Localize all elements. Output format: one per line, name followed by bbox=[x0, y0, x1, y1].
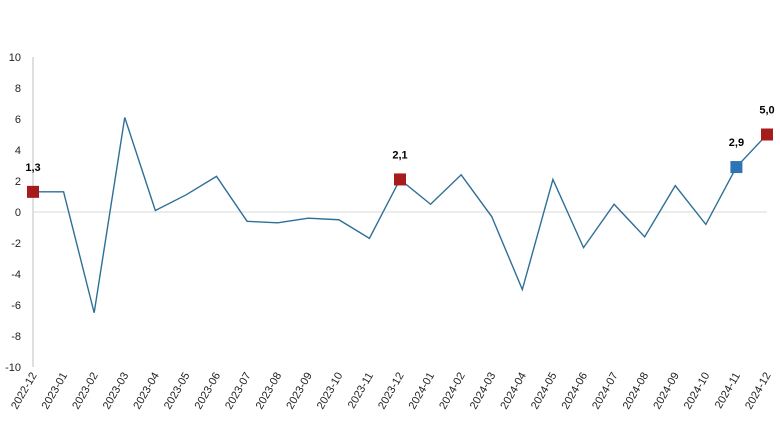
x-tick-label: 2023-07 bbox=[223, 371, 254, 412]
y-tick-label: 10 bbox=[9, 52, 21, 64]
y-tick-label: 4 bbox=[15, 145, 21, 157]
highlight-markers: 1,3 2,1 2,9 5,0 bbox=[25, 105, 775, 198]
x-tick-label: 2024-03 bbox=[468, 371, 499, 412]
x-tick-label: 2023-12 bbox=[376, 371, 407, 412]
x-tick-label: 2023-03 bbox=[101, 371, 132, 412]
x-tick-label: 2023-05 bbox=[162, 371, 193, 412]
x-tick-label: 2023-10 bbox=[315, 371, 346, 412]
y-tick-label: 6 bbox=[15, 114, 21, 126]
x-tick-label: 2024-12 bbox=[743, 371, 774, 412]
x-tick-label: 2024-02 bbox=[437, 371, 468, 412]
x-tick-label: 2023-01 bbox=[40, 371, 71, 412]
x-tick-label: 2023-11 bbox=[346, 371, 376, 411]
y-tick-label: -10 bbox=[5, 362, 21, 374]
x-tick-label: 2022-12 bbox=[9, 371, 40, 412]
highlight-marker-2024-11 bbox=[730, 161, 743, 174]
x-tick-label: 2023-04 bbox=[131, 371, 162, 412]
x-tick-label: 2024-07 bbox=[590, 371, 621, 412]
series-line bbox=[33, 117, 768, 313]
x-tick-label: 2023-02 bbox=[70, 371, 101, 412]
y-tick-label: -8 bbox=[11, 331, 21, 343]
x-tick-label: 2023-09 bbox=[284, 371, 315, 412]
x-tick-label: 2023-08 bbox=[254, 371, 285, 412]
data-label-2024-12: 5,0 bbox=[759, 105, 774, 117]
x-tick-label: 2023-06 bbox=[193, 371, 224, 412]
highlight-marker-2022-12 bbox=[27, 185, 39, 198]
x-tick-label: 2024-06 bbox=[560, 371, 591, 412]
y-tick-label: 0 bbox=[15, 207, 21, 219]
x-tick-label: 2024-05 bbox=[529, 371, 560, 412]
x-tick-label: 2024-10 bbox=[682, 371, 713, 412]
y-tick-label: -2 bbox=[11, 238, 21, 250]
data-label-2023-12: 2,1 bbox=[392, 149, 407, 161]
y-tick-label: 2 bbox=[15, 176, 21, 188]
y-tick-label: -6 bbox=[11, 300, 21, 312]
y-axis-ticks: 10 8 6 4 2 0 -2 -4 -6 -8 -10 bbox=[5, 52, 21, 374]
data-label-2022-12: 1,3 bbox=[25, 162, 40, 174]
highlight-marker-2023-12 bbox=[394, 173, 406, 186]
x-tick-label: 2024-09 bbox=[651, 371, 682, 412]
x-tick-label: 2024-01 bbox=[407, 371, 438, 412]
data-label-2024-11: 2,9 bbox=[729, 137, 744, 149]
x-axis-ticks: 2022-12 2023-01 2023-02 2023-03 2023-04 2023-… bbox=[9, 371, 774, 412]
x-tick-label: 2024-04 bbox=[498, 371, 529, 412]
x-tick-label: 2024-08 bbox=[621, 371, 652, 412]
y-tick-label: 8 bbox=[15, 83, 21, 95]
y-tick-label: -4 bbox=[11, 269, 21, 281]
highlight-marker-2024-12 bbox=[761, 128, 773, 141]
x-tick-label: 2024-11 bbox=[713, 371, 743, 411]
